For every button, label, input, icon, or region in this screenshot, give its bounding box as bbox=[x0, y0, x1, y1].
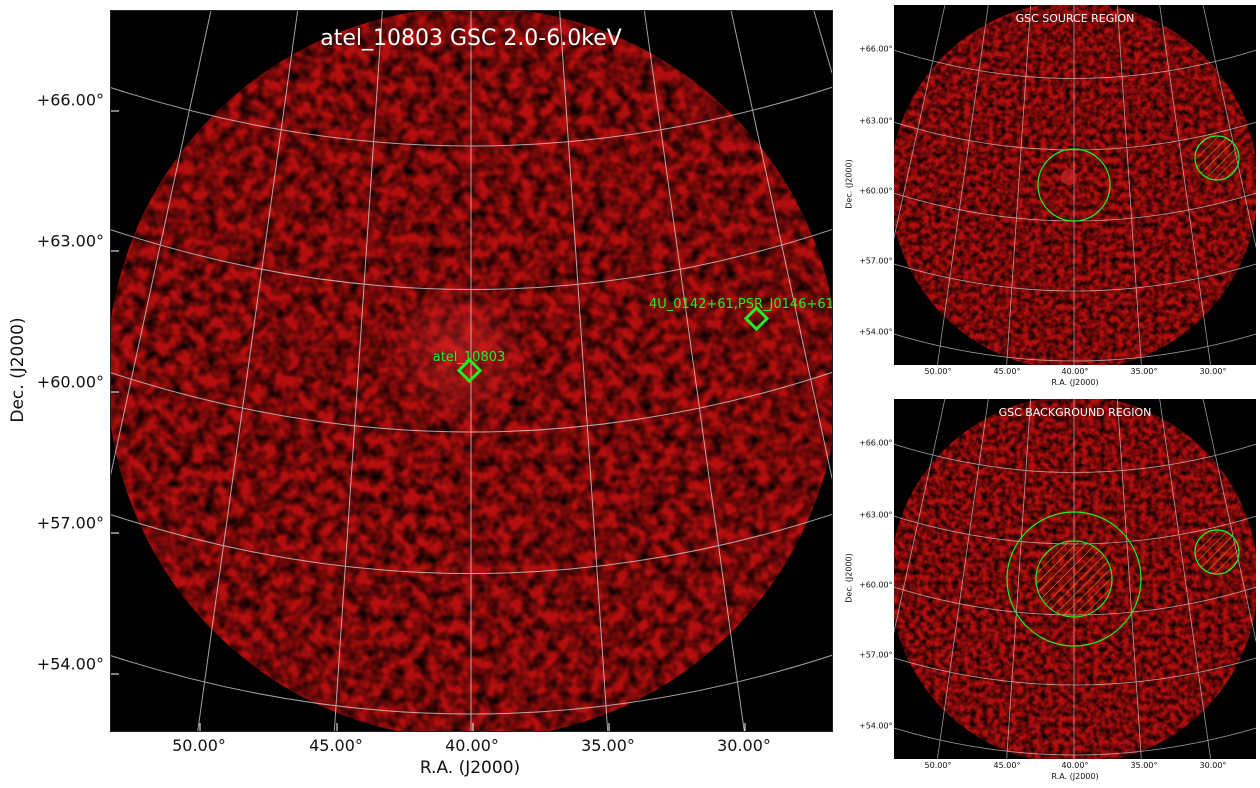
excluded-region-circle bbox=[1194, 135, 1240, 181]
main-xtick: 35.00° bbox=[581, 736, 635, 755]
source-region-image: GSC SOURCE REGION bbox=[894, 5, 1256, 365]
coordinate-grid bbox=[111, 11, 832, 731]
main-sky-image: atel_10803 4U_0142+61,PSR_J0146+61 atel_… bbox=[110, 10, 833, 732]
coordinate-grid bbox=[894, 5, 1256, 365]
bg-y-axis-label: Dec. (J2000) bbox=[844, 553, 854, 603]
main-plot-title: atel_10803 GSC 2.0-6.0keV bbox=[320, 26, 622, 51]
4u0142-marker bbox=[743, 305, 770, 332]
src-ytick: +63.00° bbox=[859, 116, 893, 126]
src-xtick: 30.00° bbox=[1199, 367, 1227, 376]
bg-xtick: 50.00° bbox=[924, 761, 952, 770]
bg-xtick: 35.00° bbox=[1130, 761, 1158, 770]
main-sky-svg: atel_10803 4U_0142+61,PSR_J0146+61 atel_… bbox=[111, 11, 832, 731]
src-ytick: +60.00° bbox=[859, 186, 893, 196]
src-y-axis-label: Dec. (J2000) bbox=[844, 159, 854, 209]
excluded-region-circle bbox=[1194, 529, 1240, 575]
bg-ytick: +63.00° bbox=[859, 510, 893, 520]
main-ytick: +63.00° bbox=[36, 231, 104, 251]
main-ytick: +57.00° bbox=[36, 513, 104, 533]
background-region-title: GSC BACKGROUND REGION bbox=[999, 406, 1152, 419]
background-annulus-inner bbox=[1035, 540, 1113, 618]
bg-ytick: +57.00° bbox=[859, 650, 893, 660]
source-region-title: GSC SOURCE REGION bbox=[1016, 12, 1135, 25]
src-ytick: +66.00° bbox=[859, 44, 893, 54]
main-ytick: +66.00° bbox=[36, 90, 104, 110]
main-ytick: +54.00° bbox=[36, 654, 104, 674]
exposure-disk bbox=[894, 5, 1256, 365]
src-x-axis-label: R.A. (J2000) bbox=[1051, 378, 1099, 387]
background-annulus-outer bbox=[1006, 511, 1142, 647]
bg-ytick: +54.00° bbox=[859, 721, 893, 731]
bg-ytick: +60.00° bbox=[859, 580, 893, 590]
background-region-svg: GSC BACKGROUND REGION bbox=[894, 399, 1256, 759]
bg-ytick: +66.00° bbox=[859, 438, 893, 448]
main-xtick: 45.00° bbox=[309, 736, 363, 755]
main-y-axis-label: Dec. (J2000) bbox=[8, 317, 28, 423]
source-hotspot bbox=[1061, 169, 1077, 185]
axis-tick-marks bbox=[111, 110, 746, 731]
source-region-circle bbox=[1037, 148, 1111, 222]
bg-x-axis-label: R.A. (J2000) bbox=[1051, 772, 1099, 781]
source-markers bbox=[456, 305, 770, 384]
main-xtick: 30.00° bbox=[717, 736, 771, 755]
4u0142-label: 4U_0142+61,PSR_J0146+61 bbox=[649, 297, 832, 312]
src-ytick: +57.00° bbox=[859, 256, 893, 266]
background-region-image: GSC BACKGROUND REGION bbox=[894, 399, 1256, 759]
src-xtick: 50.00° bbox=[924, 367, 952, 376]
src-xtick: 35.00° bbox=[1130, 367, 1158, 376]
bg-xtick: 40.00° bbox=[1061, 761, 1089, 770]
main-ytick: +60.00° bbox=[36, 372, 104, 392]
main-xtick: 50.00° bbox=[172, 736, 226, 755]
source-region-svg: GSC SOURCE REGION bbox=[894, 5, 1256, 365]
coordinate-grid bbox=[894, 399, 1256, 759]
bg-xtick: 30.00° bbox=[1199, 761, 1227, 770]
src-xtick: 45.00° bbox=[993, 367, 1021, 376]
atel-10803-label: atel_10803 bbox=[433, 350, 506, 365]
main-x-axis-label: R.A. (J2000) bbox=[419, 758, 521, 778]
src-xtick: 40.00° bbox=[1061, 367, 1089, 376]
bg-xtick: 45.00° bbox=[993, 761, 1021, 770]
src-ytick: +54.00° bbox=[859, 327, 893, 337]
main-xtick: 40.00° bbox=[445, 736, 499, 755]
atel-10803-marker bbox=[456, 357, 483, 384]
